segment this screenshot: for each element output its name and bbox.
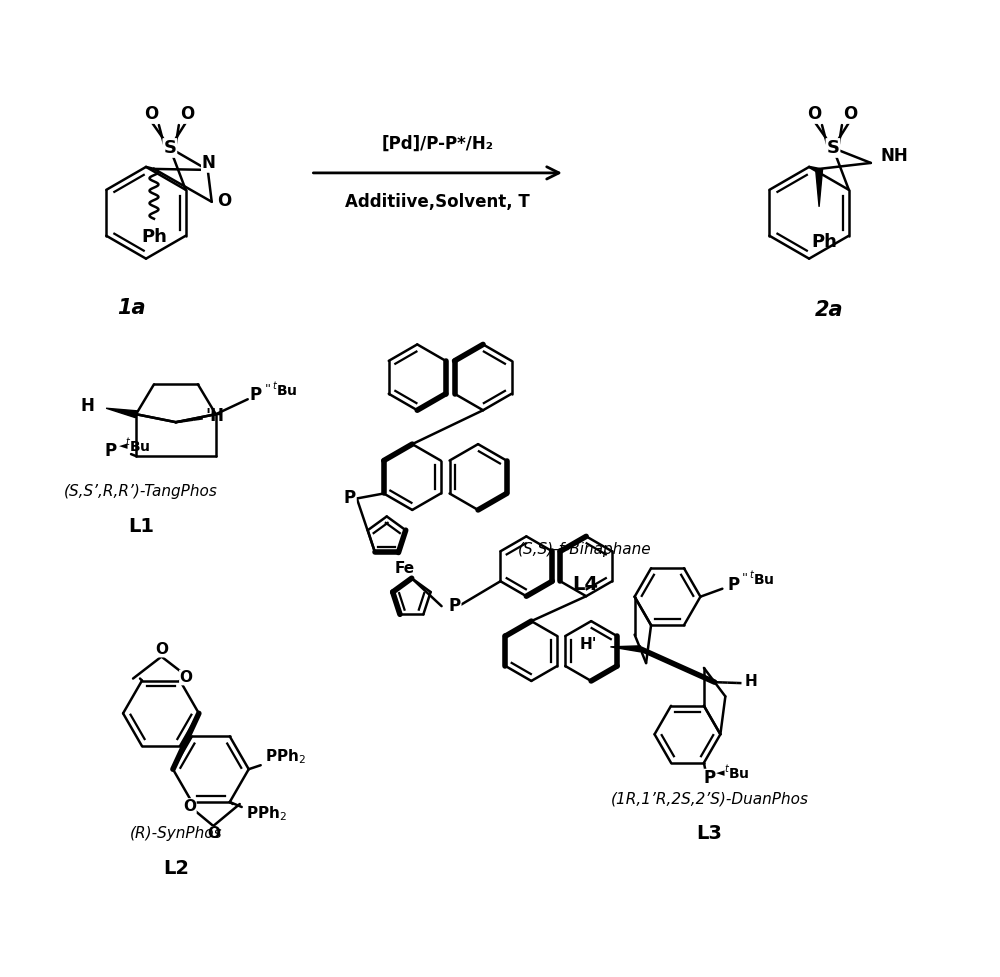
Text: O: O bbox=[843, 106, 857, 123]
Text: ◄: ◄ bbox=[716, 768, 724, 778]
Text: L2: L2 bbox=[163, 859, 189, 878]
Text: '': '' bbox=[741, 573, 748, 585]
Text: L4: L4 bbox=[572, 574, 598, 594]
Polygon shape bbox=[816, 169, 823, 207]
Text: P: P bbox=[704, 769, 716, 786]
Text: N: N bbox=[202, 154, 216, 172]
Text: (S,S)-f-Binaphane: (S,S)-f-Binaphane bbox=[518, 542, 652, 557]
Text: '': '' bbox=[265, 383, 272, 396]
Text: O: O bbox=[207, 827, 220, 841]
Text: Fe: Fe bbox=[395, 561, 415, 575]
Text: $^t$Bu: $^t$Bu bbox=[749, 570, 775, 587]
Text: O: O bbox=[807, 106, 821, 123]
Text: PPh$_2$: PPh$_2$ bbox=[246, 805, 287, 824]
Text: (R)-SynPhos: (R)-SynPhos bbox=[130, 826, 222, 841]
Text: Ph: Ph bbox=[141, 228, 167, 246]
Text: O: O bbox=[155, 642, 168, 658]
Text: O: O bbox=[144, 106, 158, 123]
Text: 'H: 'H bbox=[206, 407, 225, 425]
Text: [Pd]/P-P*/H₂: [Pd]/P-P*/H₂ bbox=[382, 135, 494, 153]
Text: ◄: ◄ bbox=[119, 442, 128, 451]
Text: O: O bbox=[183, 798, 196, 814]
Text: O: O bbox=[179, 670, 192, 685]
Text: Ph: Ph bbox=[811, 233, 837, 251]
Text: $^t$Bu: $^t$Bu bbox=[724, 764, 750, 782]
Polygon shape bbox=[106, 408, 137, 417]
Text: L3: L3 bbox=[696, 824, 722, 843]
Text: Additiive,Solvent, T: Additiive,Solvent, T bbox=[345, 192, 530, 211]
Text: S: S bbox=[163, 139, 176, 157]
Text: P: P bbox=[344, 489, 356, 507]
Text: P: P bbox=[250, 386, 262, 404]
Text: H': H' bbox=[580, 637, 597, 653]
Text: PPh$_2$: PPh$_2$ bbox=[265, 746, 306, 766]
Polygon shape bbox=[610, 646, 641, 652]
Text: P: P bbox=[727, 575, 739, 594]
Text: 1a: 1a bbox=[117, 298, 145, 318]
Text: O: O bbox=[180, 106, 194, 123]
Text: (1R,1’R,2S,2’S)-DuanPhos: (1R,1’R,2S,2’S)-DuanPhos bbox=[610, 791, 808, 806]
Text: O: O bbox=[218, 191, 232, 210]
Text: NH: NH bbox=[881, 147, 909, 165]
Text: L1: L1 bbox=[128, 517, 154, 536]
Text: (S,S’,R,R’)-TangPhos: (S,S’,R,R’)-TangPhos bbox=[64, 484, 218, 499]
Text: H: H bbox=[80, 398, 94, 415]
Text: $^t$Bu: $^t$Bu bbox=[272, 380, 297, 398]
Text: H: H bbox=[745, 674, 757, 689]
Text: P: P bbox=[104, 443, 116, 460]
Text: P: P bbox=[449, 597, 461, 616]
Text: 2a: 2a bbox=[815, 300, 843, 319]
Text: $^t$Bu: $^t$Bu bbox=[125, 438, 151, 455]
Text: S: S bbox=[826, 139, 839, 157]
